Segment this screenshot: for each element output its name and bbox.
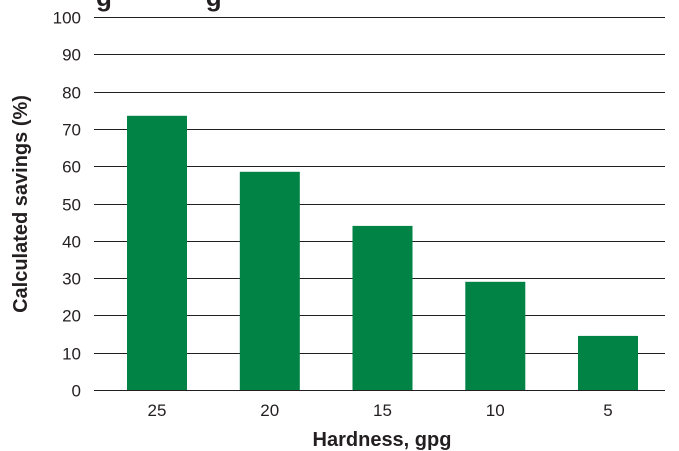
y-tick-label: 90	[62, 46, 81, 65]
y-tick-label: 80	[62, 84, 81, 103]
x-tick-label: 10	[486, 401, 505, 420]
x-tick-label: 20	[260, 401, 279, 420]
y-tick-label: 10	[62, 345, 81, 364]
bar-25	[127, 115, 187, 391]
y-tick-label: 30	[62, 270, 81, 289]
chart-title-layer: g g	[96, 0, 222, 12]
bar-5	[578, 335, 638, 390]
chart-title: g g	[96, 0, 222, 12]
y-axis-ticks: 0 10 20 30 40 50 60 70 80 90 100	[53, 9, 81, 401]
y-tick-label: 70	[62, 121, 81, 140]
y-tick-label: 60	[62, 158, 81, 177]
x-axis-ticks: 25 20 15 10 5	[148, 401, 613, 420]
bar-15	[352, 225, 413, 390]
y-tick-label: 20	[62, 307, 81, 326]
bars	[127, 115, 638, 391]
y-axis-title: Calculated savings (%)	[10, 95, 32, 313]
y-tick-label: 100	[53, 9, 81, 28]
bar-20	[239, 171, 300, 390]
bar-10	[465, 281, 526, 390]
y-tick-label: 50	[62, 196, 81, 215]
y-tick-label: 40	[62, 233, 81, 252]
x-tick-label: 25	[148, 401, 167, 420]
x-tick-label: 15	[373, 401, 392, 420]
x-axis-title: Hardness, gpg	[313, 429, 452, 451]
y-tick-label: 0	[72, 382, 81, 401]
x-tick-label: 5	[603, 401, 612, 420]
